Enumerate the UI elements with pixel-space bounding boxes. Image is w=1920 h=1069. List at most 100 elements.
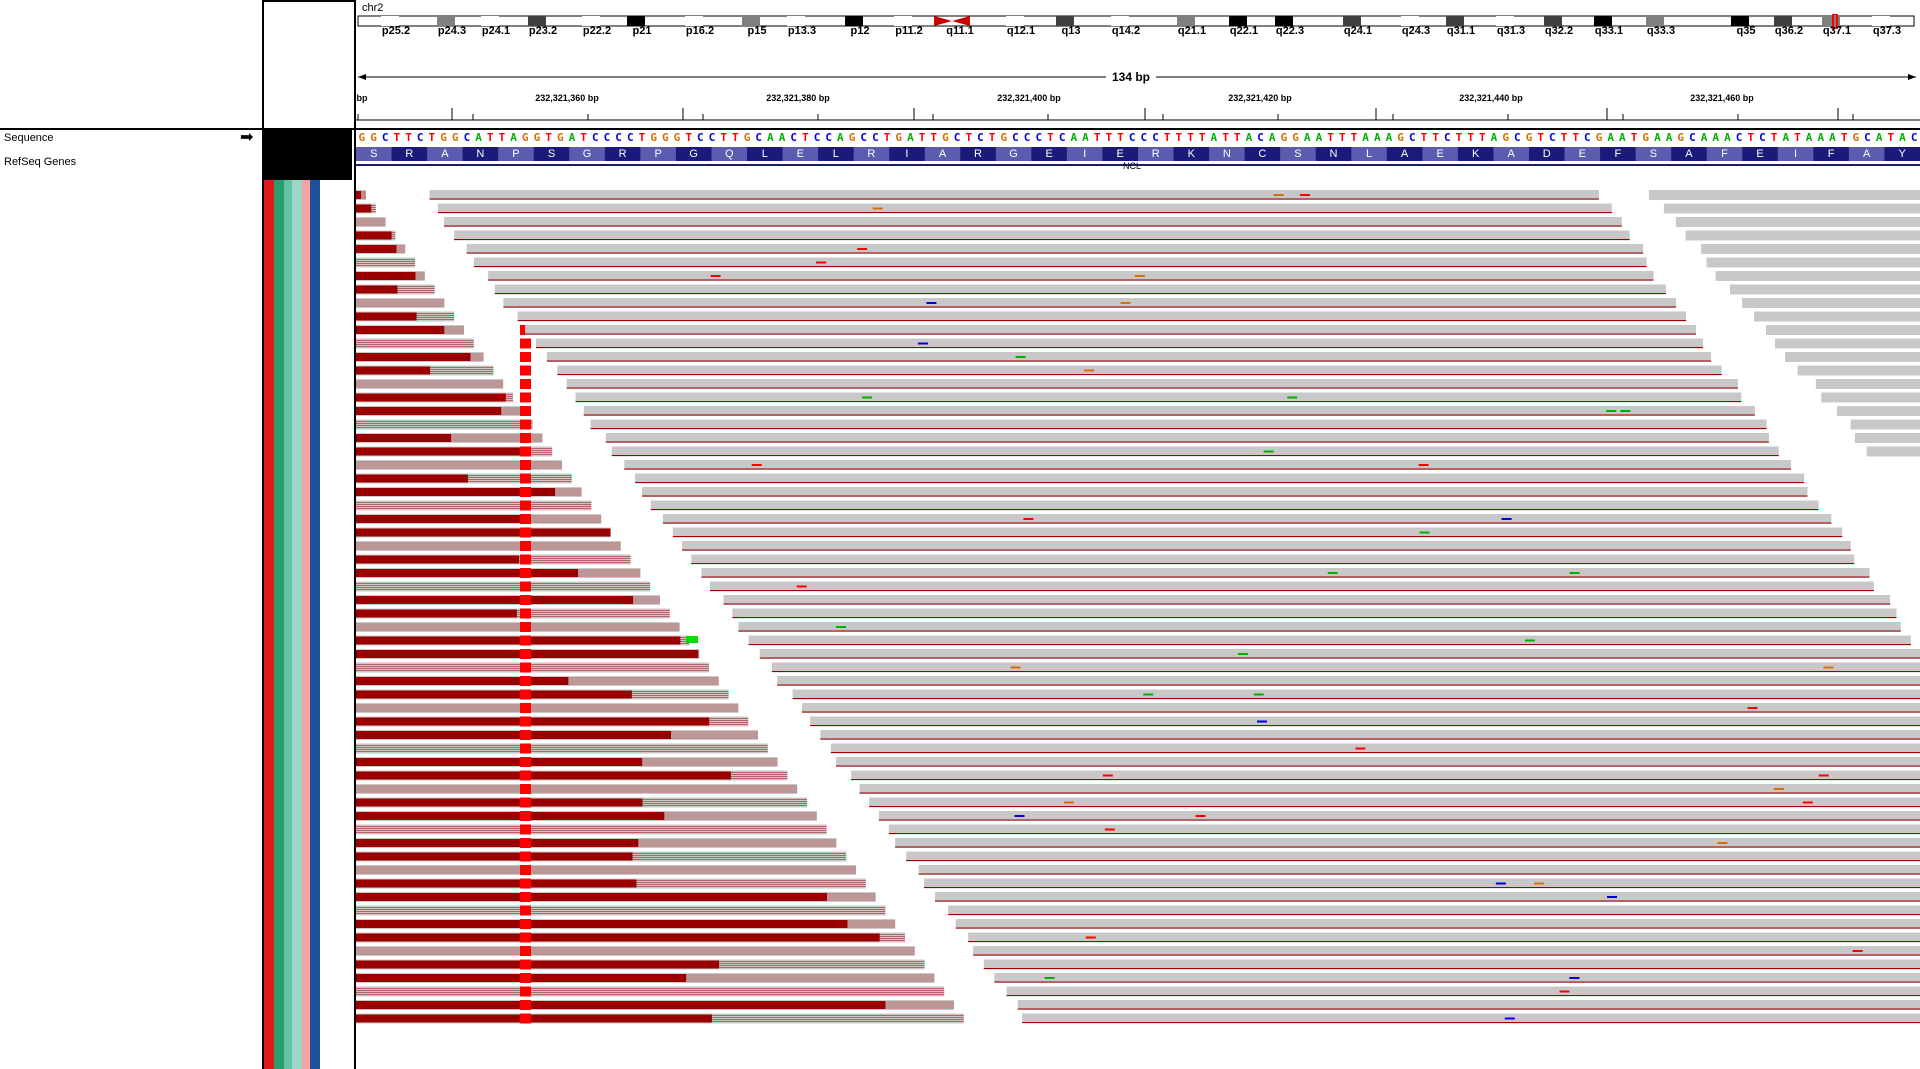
panel-divider[interactable] (262, 0, 265, 1069)
alignment-track[interactable] (356, 180, 1920, 1069)
amino-acid: F (1827, 148, 1835, 160)
base: T (720, 131, 727, 144)
cytoband (528, 16, 546, 26)
codon-box (747, 147, 784, 161)
base: A (907, 131, 914, 144)
cytoband-label: q13 (1061, 25, 1081, 37)
amino-acid: N (1329, 148, 1338, 160)
mismatch-column (520, 730, 531, 740)
base: C (1035, 131, 1043, 144)
read (924, 878, 1920, 889)
amino-acid: I (905, 148, 909, 160)
mismatch-column (520, 986, 531, 997)
base: G (533, 131, 541, 144)
soft-clip (356, 569, 579, 577)
base: G (673, 131, 681, 144)
read (356, 419, 533, 430)
base: A (1070, 131, 1078, 144)
attribute-column[interactable] (274, 180, 284, 1069)
base: G (1000, 131, 1008, 144)
mismatch-column (520, 500, 531, 511)
track-name-refseq[interactable]: RefSeq Genes (4, 156, 77, 168)
data-panel[interactable]: chr2 p25.2 p24.3 p24.1 p23.2 p22.2 p21 p16.2 p1… (356, 0, 1920, 1069)
read (635, 473, 1805, 484)
read (682, 541, 1851, 551)
read (918, 865, 1920, 875)
mismatch (796, 585, 807, 588)
codon-box (1529, 147, 1566, 161)
track-name-sequence[interactable]: Sequence (4, 132, 54, 144)
cytoband (381, 16, 399, 26)
attribute-column[interactable] (310, 180, 320, 1069)
cytoband (1275, 16, 1293, 26)
mismatch-column (520, 905, 531, 916)
read (759, 649, 1920, 659)
base: T (1560, 131, 1568, 144)
mismatch (1495, 882, 1506, 885)
strand-arrow-icon[interactable]: ➡ (240, 129, 254, 146)
mismatch-column (520, 541, 531, 551)
read (1648, 190, 1920, 200)
mismatch-column (520, 433, 531, 443)
base: C (1023, 131, 1031, 144)
attribute-columns[interactable] (264, 180, 352, 1069)
cytoband (627, 16, 645, 26)
read (466, 244, 1644, 254)
amino-acid: P (512, 148, 520, 160)
read (611, 446, 1779, 457)
attribute-column[interactable] (284, 180, 292, 1069)
read (994, 973, 1920, 983)
amino-acid: L (1365, 148, 1373, 160)
read (356, 379, 504, 389)
mismatch (1747, 707, 1758, 709)
mismatch (1044, 977, 1055, 979)
ruler-tick-label: 232,321,400 bp (997, 93, 1061, 103)
base: C (416, 131, 424, 144)
mismatch (1607, 896, 1618, 898)
base: C (755, 131, 762, 144)
attribute-column[interactable] (264, 180, 274, 1069)
panel-divider-2[interactable] (354, 0, 357, 1069)
mismatch-column (520, 527, 531, 538)
base: A (1829, 131, 1836, 144)
read (935, 892, 1920, 902)
base: A (1654, 131, 1661, 144)
read (1022, 1013, 1920, 1024)
read (888, 824, 1920, 835)
base: G (848, 131, 856, 144)
read (356, 541, 621, 551)
cytoband-label: q33.1 (1594, 25, 1624, 37)
cytoband-label: q36.2 (1774, 25, 1804, 37)
mismatch (926, 302, 937, 304)
base: T (1198, 131, 1206, 144)
amino-acid: R (618, 148, 627, 160)
soft-clip (356, 798, 643, 807)
base: A (1899, 131, 1906, 144)
gene-label[interactable]: NCL (1122, 161, 1142, 171)
base: A (1700, 131, 1708, 144)
mismatch-column (520, 770, 531, 781)
base: T (405, 131, 412, 144)
chromosome-ideogram[interactable] (356, 14, 1920, 46)
cytoband (685, 16, 703, 26)
mismatch-column (520, 649, 531, 659)
ruler[interactable] (356, 56, 1920, 126)
codon-box (1706, 147, 1743, 161)
read (443, 217, 1622, 227)
attribute-column[interactable] (292, 180, 302, 1069)
read (771, 662, 1920, 673)
base: T (930, 131, 938, 144)
mismatch (816, 261, 827, 264)
translation-track[interactable] (356, 147, 1920, 167)
codon-box (1066, 147, 1103, 161)
read (732, 608, 1897, 619)
mismatch (857, 248, 868, 250)
base: T (1479, 131, 1486, 144)
soft-clip (356, 717, 710, 726)
span-arrow-right (1908, 74, 1916, 80)
base: T (1770, 131, 1778, 144)
attribute-column[interactable] (302, 180, 310, 1069)
base: A (767, 131, 774, 144)
cytoband (1544, 16, 1562, 26)
attribute-column[interactable] (320, 180, 334, 1069)
